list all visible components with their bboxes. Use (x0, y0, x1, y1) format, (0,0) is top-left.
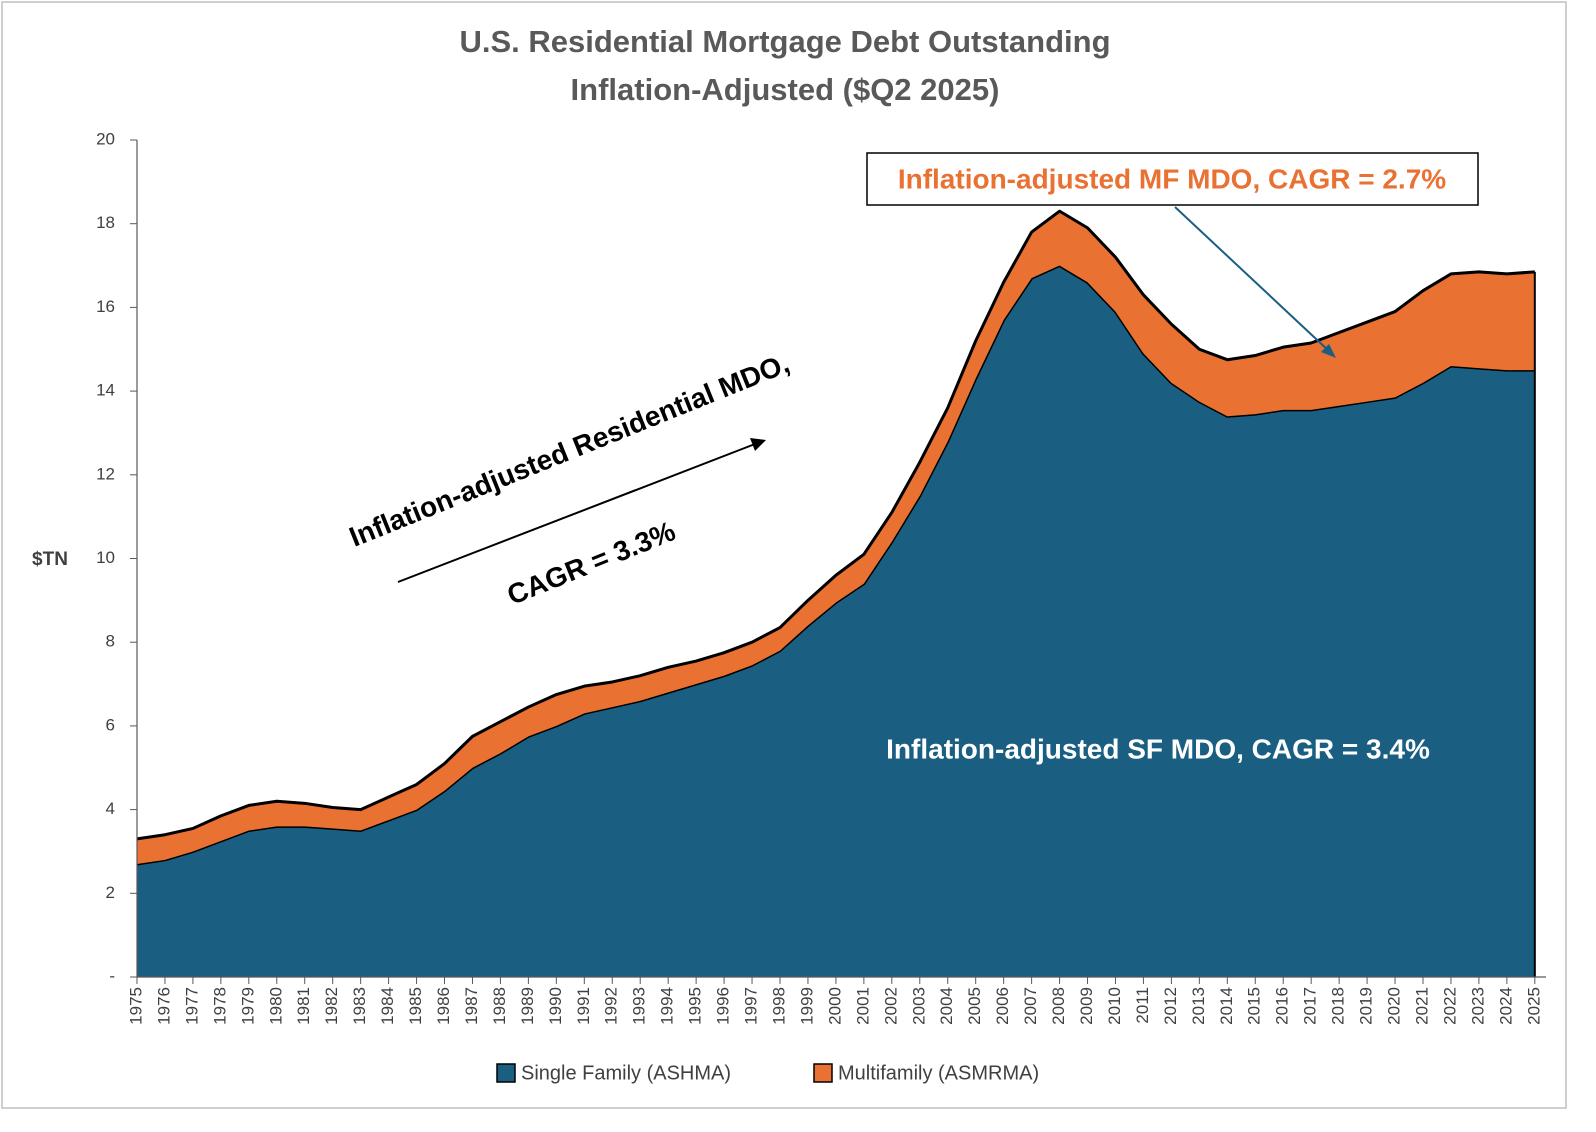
x-tick-label: 2025 (1524, 987, 1543, 1025)
arrow-head (1321, 344, 1336, 358)
area-outline (136, 209, 1535, 841)
x-tick-label: 2016 (1273, 987, 1292, 1025)
legend-label: Single Family (ASHMA) (521, 1062, 731, 1084)
x-tick-label: 2024 (1496, 987, 1515, 1025)
x-tick-label: 2020 (1385, 987, 1404, 1025)
chart-title: U.S. Residential Mortgage Debt Outstandi… (459, 24, 1110, 59)
x-tick-label: 1989 (518, 987, 537, 1025)
y-tick-label: 8 (106, 632, 115, 651)
x-tick-label: 2019 (1357, 987, 1376, 1025)
x-tick-label: 2009 (1077, 987, 1096, 1025)
x-tick-label: 1992 (602, 987, 621, 1025)
x-tick-label: 2006 (993, 987, 1012, 1025)
y-tick-label: 4 (106, 799, 115, 818)
x-tick-label: 2002 (881, 987, 900, 1025)
legend: Single Family (ASHMA) Multifamily (ASMRMA… (496, 1062, 1039, 1084)
y-tick-label: 16 (96, 297, 115, 316)
x-tick-label: 1990 (546, 987, 565, 1025)
x-tick-label: 2013 (1189, 987, 1208, 1025)
x-tick-label: 1987 (462, 987, 481, 1025)
x-tick-label: 2017 (1301, 987, 1320, 1025)
y-tick-label: 6 (106, 715, 115, 734)
x-tick-label: 1996 (714, 987, 733, 1025)
y-tick-label: 14 (96, 381, 115, 400)
x-tick-label: 2001 (853, 987, 872, 1025)
x-tick-label: 1977 (182, 987, 201, 1025)
x-tick-label: 1988 (490, 987, 509, 1025)
y-tick-label: - (109, 966, 115, 985)
legend-swatch (496, 1063, 516, 1083)
x-tick-label: 1994 (658, 987, 677, 1025)
x-tick-label: 2003 (909, 987, 928, 1025)
x-tick-label: 1998 (769, 987, 788, 1025)
annotation-arrow (1174, 206, 1331, 353)
annotation-box (866, 152, 1479, 206)
x-tick-label: 1991 (574, 987, 593, 1025)
x-tick-label: 1980 (266, 987, 285, 1025)
y-tick-label: 20 (96, 129, 115, 148)
x-tick-label: 1997 (742, 987, 761, 1025)
x-tick-label: 2018 (1329, 987, 1348, 1025)
area (137, 265, 1535, 977)
arrow-head (750, 438, 766, 451)
legend-label: Multifamily (ASMRMA) (838, 1062, 1039, 1084)
x-tick-label: 2005 (965, 987, 984, 1025)
x-tick-label: 1985 (406, 987, 425, 1025)
x-tick-label: 1995 (686, 987, 705, 1025)
x-tick-label: 2014 (1217, 987, 1236, 1025)
annotation-arrow (397, 443, 756, 583)
x-tick-label: 1986 (434, 987, 453, 1025)
annotation: Inflation-adjusted SF MDO, CAGR = 3.4% (886, 733, 1430, 764)
x-tick-label: 1983 (350, 987, 369, 1025)
plot-area: - 2 4 6 8 10 12 14 16 18 20 1975 1976 1977 1978 1979 198… (96, 129, 1546, 1025)
x-tick-label: 2000 (825, 987, 844, 1025)
x-tick-label: 2015 (1245, 987, 1264, 1025)
x-tick-label: 1999 (797, 987, 816, 1025)
x-tick-label: 1976 (154, 987, 173, 1025)
x-tick-label: 1993 (630, 987, 649, 1025)
y-tick-label: 10 (96, 548, 115, 567)
x-tick-label: 1982 (322, 987, 341, 1025)
x-tick-label: 2023 (1468, 987, 1487, 1025)
y-axis-label: $TN (32, 549, 68, 570)
legend-swatch (813, 1063, 833, 1083)
x-tick-label: 1984 (378, 987, 397, 1025)
x-tick-label: 2010 (1105, 987, 1124, 1025)
y-tick-label: 2 (106, 883, 115, 902)
x-tick-label: 2007 (1021, 987, 1040, 1025)
y-tick-label: 18 (96, 213, 115, 232)
x-tick-label: 2022 (1440, 987, 1459, 1025)
x-tick-label: 2021 (1412, 987, 1431, 1025)
x-tick-label: 1979 (238, 987, 257, 1025)
x-tick-label: 1978 (210, 987, 229, 1025)
x-tick-label: 2008 (1049, 987, 1068, 1025)
x-tick-label: 1975 (126, 987, 145, 1025)
x-tick-label: 2012 (1161, 987, 1180, 1025)
x-tick-label: 2011 (1133, 987, 1152, 1024)
chart-subtitle: Inflation-Adjusted ($Q2 2025) (571, 72, 1000, 107)
annotation: Inflation-adjusted MF MDO, CAGR = 2.7% (898, 163, 1446, 194)
x-tick-label: 1981 (294, 987, 313, 1025)
y-tick-label: 12 (96, 464, 115, 483)
x-tick-label: 2004 (937, 987, 956, 1025)
area (137, 211, 1535, 865)
